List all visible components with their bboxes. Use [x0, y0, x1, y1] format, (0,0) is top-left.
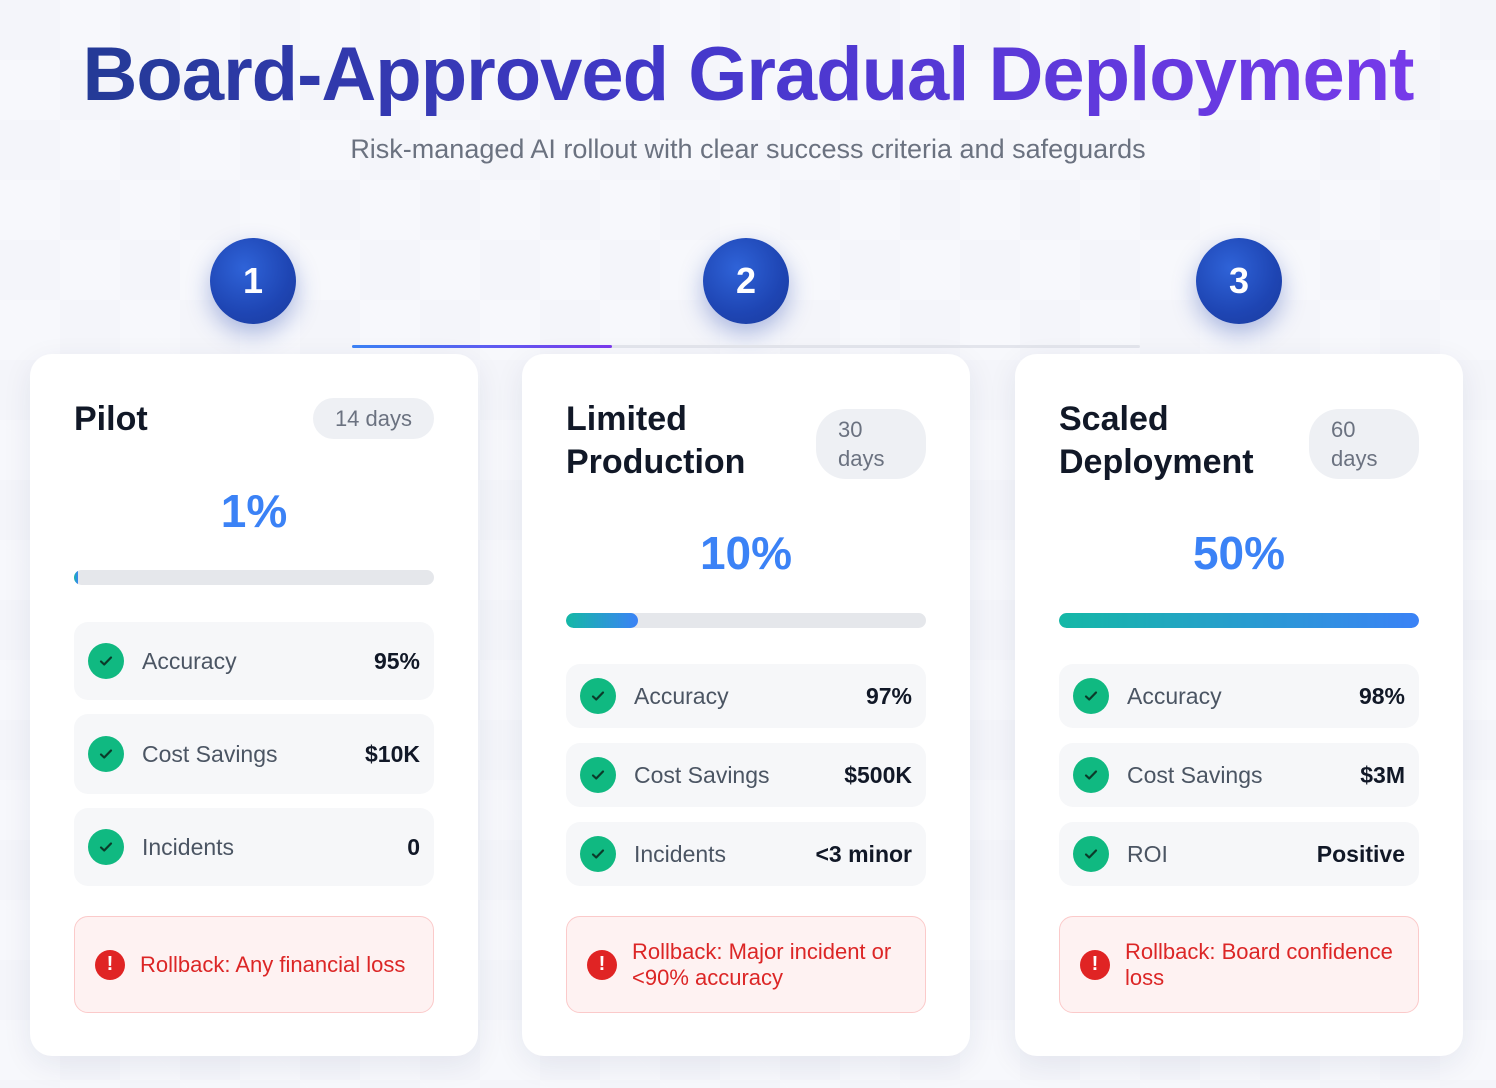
metric-row-incidents: Incidents 0	[74, 808, 434, 886]
check-circle-icon	[1073, 836, 1109, 872]
metric-value: 95%	[373, 647, 420, 674]
metric-row-accuracy: Accuracy 98%	[1059, 664, 1419, 728]
rollback-criteria: ! Rollback: Board confidence loss	[1059, 916, 1419, 1013]
page-subtitle: Risk-managed AI rollout with clear succe…	[350, 134, 1146, 164]
metric-value: 97%	[865, 682, 912, 709]
metric-label: Cost Savings	[1127, 761, 1263, 788]
check-circle-icon	[580, 836, 616, 872]
metric-value: 98%	[1358, 682, 1405, 709]
rollout-percent: 1%	[220, 485, 288, 537]
stage-card-pilot: Pilot 14 days 1% Accuracy 95% Cost Savin…	[30, 354, 478, 1056]
metric-label: Incidents	[634, 840, 727, 867]
check-circle-icon	[88, 829, 124, 865]
metric-row-cost-savings: Cost Savings $10K	[74, 714, 434, 794]
metric-value: <3 minor	[815, 840, 912, 867]
step-3-indicator: 3	[1196, 238, 1282, 324]
check-circle-icon	[580, 757, 616, 793]
metric-value: $10K	[365, 740, 420, 767]
rollout-progress-bar	[74, 570, 434, 585]
rollback-criteria: ! Rollback: Major incident or <90% accur…	[566, 916, 926, 1013]
stage-title: Scaled Deployment	[1059, 400, 1254, 481]
rollout-progress-bar	[1059, 613, 1419, 628]
step-2-indicator: 2	[703, 238, 789, 324]
metric-value: 0	[407, 833, 420, 860]
metric-label: ROI	[1127, 840, 1168, 867]
stage-card-limited-production: Limited Production 30 days 10% Accuracy …	[522, 354, 970, 1056]
rollback-text: Rollback: Board confidence loss	[1125, 938, 1393, 990]
metric-row-cost-savings: Cost Savings $3M	[1059, 743, 1419, 807]
alert-circle-icon: !	[95, 949, 125, 980]
metric-label: Accuracy	[634, 682, 729, 709]
rollback-criteria: ! Rollback: Any financial loss	[74, 916, 434, 1013]
rollout-progress-fill	[74, 570, 78, 585]
metric-value: $3M	[1360, 761, 1405, 788]
metric-value: $500K	[844, 761, 912, 788]
duration-badge: 14 days	[312, 398, 434, 439]
card-header: Scaled Deployment 60 days	[1059, 398, 1419, 484]
rollout-percent: 50%	[1192, 527, 1286, 579]
rollout-percent: 10%	[699, 527, 793, 579]
metric-label: Cost Savings	[142, 740, 278, 767]
check-circle-icon	[1073, 678, 1109, 714]
check-circle-icon	[88, 736, 124, 772]
check-circle-icon	[1073, 757, 1109, 793]
metric-row-roi: ROI Positive	[1059, 822, 1419, 886]
page-title: Board-Approved Gradual Deployment	[0, 30, 1496, 120]
metric-row-cost-savings: Cost Savings $500K	[566, 743, 926, 807]
card-header: Pilot 14 days	[74, 398, 434, 441]
metric-label: Accuracy	[1127, 682, 1222, 709]
stage-title: Pilot	[74, 400, 148, 438]
metric-row-incidents: Incidents <3 minor	[566, 822, 926, 886]
stage-card-scaled-deployment: Scaled Deployment 60 days 50% Accuracy 9…	[1015, 354, 1463, 1056]
stage-title: Limited Production	[566, 400, 746, 481]
metric-label: Cost Savings	[634, 761, 770, 788]
rollout-progress-bar	[566, 613, 926, 628]
timeline-connector	[352, 345, 1140, 348]
duration-badge: 60 days	[1309, 409, 1419, 479]
metric-label: Incidents	[142, 833, 235, 860]
check-circle-icon	[88, 643, 124, 679]
check-circle-icon	[580, 678, 616, 714]
rollout-progress-fill	[566, 613, 638, 628]
card-header: Limited Production 30 days	[566, 398, 926, 484]
rollout-progress-fill	[1059, 613, 1419, 628]
rollback-text: Rollback: Any financial loss	[140, 951, 406, 977]
duration-badge: 30 days	[816, 409, 926, 479]
metric-value: Positive	[1316, 840, 1405, 867]
metric-label: Accuracy	[142, 647, 237, 674]
timeline-connector-progress	[352, 345, 612, 348]
step-1-indicator: 1	[210, 238, 296, 324]
alert-circle-icon: !	[587, 949, 617, 980]
metric-row-accuracy: Accuracy 95%	[74, 622, 434, 700]
metric-row-accuracy: Accuracy 97%	[566, 664, 926, 728]
rollback-text: Rollback: Major incident or <90% accurac…	[632, 938, 892, 990]
alert-circle-icon: !	[1080, 949, 1110, 980]
